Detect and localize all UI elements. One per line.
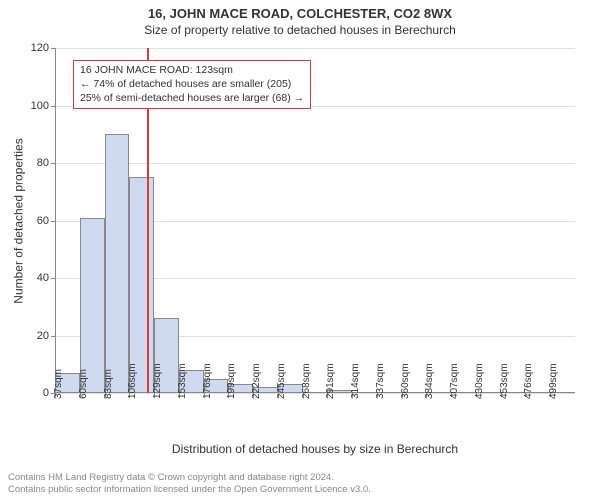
x-tick-label: 245sqm [276, 363, 287, 399]
x-tick-label: 291sqm [325, 363, 336, 399]
x-tick-label: 384sqm [424, 363, 435, 399]
x-tick-label: 268sqm [301, 363, 312, 399]
x-tick-label: 176sqm [202, 363, 213, 399]
x-tick-label: 37sqm [53, 369, 64, 399]
x-tick-label: 199sqm [226, 363, 237, 399]
footer-credits: Contains HM Land Registry data © Crown c… [8, 472, 371, 496]
x-tick-label: 153sqm [177, 363, 188, 399]
footer-line-2: Contains public sector information licen… [8, 484, 371, 496]
x-tick-label: 430sqm [474, 363, 485, 399]
footer-line-1: Contains HM Land Registry data © Crown c… [8, 472, 371, 484]
annotation-line-3: 25% of semi-detached houses are larger (… [80, 91, 304, 105]
annotation-line-1: 16 JOHN MACE ROAD: 123sqm [80, 63, 304, 77]
page-title: 16, JOHN MACE ROAD, COLCHESTER, CO2 8WX [0, 0, 600, 21]
x-tick-label: 499sqm [548, 363, 559, 399]
page-subtitle: Size of property relative to detached ho… [0, 21, 600, 37]
y-axis [55, 48, 56, 393]
annotation-box: 16 JOHN MACE ROAD: 123sqm← 74% of detach… [73, 60, 311, 109]
histogram-bar [105, 134, 130, 393]
x-tick-label: 83sqm [103, 369, 114, 399]
y-axis-label: Number of detached properties [12, 48, 26, 393]
x-tick-label: 407sqm [449, 363, 460, 399]
y-tick-label: 20 [37, 330, 55, 342]
chart-container: 16, JOHN MACE ROAD, COLCHESTER, CO2 8WX … [0, 0, 600, 500]
y-tick-label: 80 [37, 157, 55, 169]
x-tick-label: 129sqm [152, 363, 163, 399]
grid-line [55, 163, 575, 164]
x-tick-label: 106sqm [127, 363, 138, 399]
histogram-bar [129, 177, 154, 393]
x-tick-label: 222sqm [251, 363, 262, 399]
x-tick-label: 337sqm [375, 363, 386, 399]
x-tick-label: 60sqm [78, 369, 89, 399]
y-tick-label: 100 [31, 100, 55, 112]
y-tick-label: 40 [37, 272, 55, 284]
annotation-line-2: ← 74% of detached houses are smaller (20… [80, 77, 304, 91]
histogram-bar [80, 218, 105, 393]
x-tick-label: 314sqm [350, 363, 361, 399]
plot-area: 02040608010012037sqm60sqm83sqm106sqm129s… [55, 48, 575, 393]
y-tick-label: 120 [31, 42, 55, 54]
x-tick-label: 360sqm [400, 363, 411, 399]
y-tick-label: 60 [37, 215, 55, 227]
grid-line [55, 48, 575, 49]
x-tick-label: 476sqm [523, 363, 534, 399]
x-axis-label: Distribution of detached houses by size … [55, 442, 575, 456]
x-tick-label: 453sqm [499, 363, 510, 399]
